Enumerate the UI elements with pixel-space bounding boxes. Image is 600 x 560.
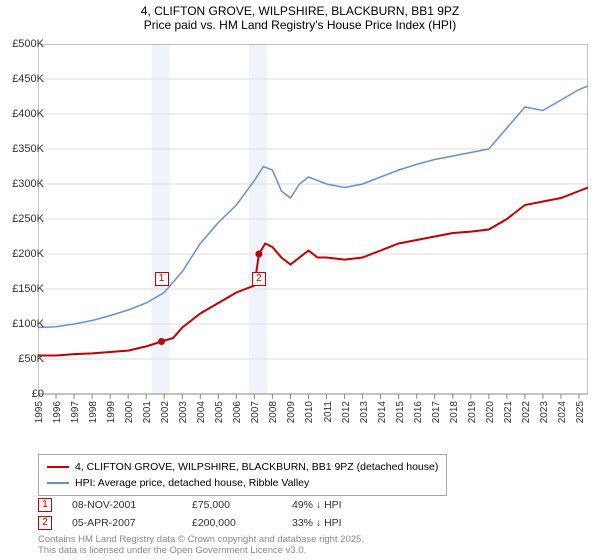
y-tick-label: £250K — [12, 213, 44, 225]
legend-swatch-property — [47, 466, 69, 468]
attribution-line1: Contains HM Land Registry data © Crown c… — [38, 534, 364, 545]
x-tick-label: 2013 — [359, 401, 370, 423]
x-tick-label: 2023 — [539, 401, 550, 423]
x-tick-label: 2012 — [341, 401, 352, 423]
legend-row-hpi: HPI: Average price, detached house, Ribb… — [47, 475, 438, 491]
y-tick-label: £450K — [12, 73, 44, 85]
chart-marker-box: 1 — [155, 272, 169, 286]
event-price: £200,000 — [192, 517, 272, 529]
y-tick-label: £0 — [32, 388, 44, 400]
x-tick-label: 2022 — [521, 401, 532, 423]
y-tick-label: £400K — [12, 108, 44, 120]
x-tick-label: 2017 — [431, 401, 442, 423]
y-tick-label: £500K — [12, 38, 44, 50]
x-tick-label: 2009 — [286, 401, 297, 423]
event-marker: 2 — [38, 516, 52, 530]
y-tick-label: £150K — [12, 283, 44, 295]
x-tick-label: 1996 — [52, 401, 63, 423]
x-tick-label: 2016 — [413, 401, 424, 423]
x-tick-label: 2019 — [467, 401, 478, 423]
event-price: £75,000 — [192, 499, 272, 511]
legend-label-hpi: HPI: Average price, detached house, Ribb… — [75, 477, 309, 489]
x-tick-label: 2004 — [196, 401, 207, 423]
x-tick-label: 2005 — [214, 401, 225, 423]
x-tick-label: 2011 — [323, 401, 334, 423]
x-tick-label: 2010 — [304, 401, 315, 423]
y-tick-label: £50K — [18, 353, 44, 365]
attribution: Contains HM Land Registry data © Crown c… — [38, 534, 364, 557]
attribution-line2: This data is licensed under the Open Gov… — [38, 545, 364, 556]
y-tick-label: £200K — [12, 248, 44, 260]
x-tick-label: 2000 — [124, 401, 135, 423]
event-date: 05-APR-2007 — [72, 517, 172, 529]
event-row: 1 08-NOV-2001 £75,000 49% ↓ HPI — [38, 496, 392, 514]
x-tick-label: 2014 — [377, 401, 388, 423]
x-tick-label: 2024 — [557, 401, 568, 423]
event-marker: 1 — [38, 498, 52, 512]
legend: 4, CLIFTON GROVE, WILPSHIRE, BLACKBURN, … — [38, 454, 447, 496]
legend-swatch-hpi — [47, 482, 69, 484]
event-row: 2 05-APR-2007 £200,000 33% ↓ HPI — [38, 514, 392, 532]
legend-label-property: 4, CLIFTON GROVE, WILPSHIRE, BLACKBURN, … — [75, 461, 438, 473]
event-delta: 33% ↓ HPI — [292, 517, 392, 529]
x-tick-label: 2006 — [232, 401, 243, 423]
y-tick-label: £350K — [12, 143, 44, 155]
title-subtitle: Price paid vs. HM Land Registry's House … — [0, 18, 600, 32]
x-tick-label: 1997 — [70, 401, 81, 423]
event-date: 08-NOV-2001 — [72, 499, 172, 511]
x-tick-label: 2018 — [449, 401, 460, 423]
x-tick-label: 2001 — [142, 401, 153, 423]
x-tick-label: 1999 — [106, 401, 117, 423]
chart-title: 4, CLIFTON GROVE, WILPSHIRE, BLACKBURN, … — [0, 0, 600, 32]
legend-row-property: 4, CLIFTON GROVE, WILPSHIRE, BLACKBURN, … — [47, 459, 438, 475]
x-tick-label: 2008 — [268, 401, 279, 423]
x-tick-label: 2020 — [485, 401, 496, 423]
chart-area — [38, 44, 588, 414]
y-tick-label: £300K — [12, 178, 44, 190]
chart-marker-box: 2 — [252, 272, 266, 286]
y-tick-label: £100K — [12, 318, 44, 330]
x-tick-label: 2003 — [178, 401, 189, 423]
event-delta: 49% ↓ HPI — [292, 499, 392, 511]
x-tick-label: 1995 — [34, 401, 45, 423]
x-tick-label: 2025 — [575, 401, 586, 423]
x-tick-label: 1998 — [88, 401, 99, 423]
x-tick-label: 2015 — [395, 401, 406, 423]
x-tick-label: 2002 — [160, 401, 171, 423]
title-address: 4, CLIFTON GROVE, WILPSHIRE, BLACKBURN, … — [0, 4, 600, 18]
x-tick-label: 2021 — [503, 401, 514, 423]
x-tick-label: 2007 — [250, 401, 261, 423]
events-table: 1 08-NOV-2001 £75,000 49% ↓ HPI 2 05-APR… — [38, 496, 392, 532]
chart-svg — [38, 44, 588, 414]
